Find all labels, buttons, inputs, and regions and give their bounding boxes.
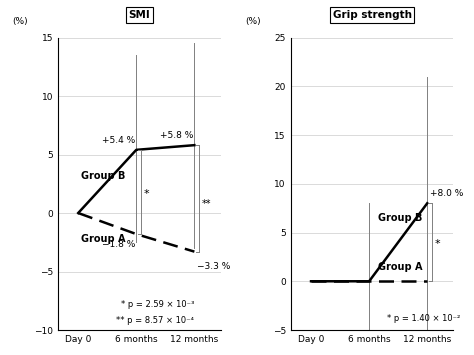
Text: −3.3 %: −3.3 % (197, 262, 231, 271)
Text: SMI: SMI (128, 10, 150, 20)
Text: Group B: Group B (81, 171, 126, 181)
Text: +5.4 %: +5.4 % (102, 136, 135, 145)
Text: (%): (%) (12, 17, 28, 26)
Text: (%): (%) (245, 17, 261, 26)
Text: Grip strength: Grip strength (333, 10, 411, 20)
Text: * p = 1.40 × 10⁻²: * p = 1.40 × 10⁻² (387, 314, 460, 323)
Text: * p = 2.59 × 10⁻³: * p = 2.59 × 10⁻³ (121, 300, 194, 309)
Text: *: * (435, 239, 440, 249)
Text: Group B: Group B (378, 213, 422, 223)
Text: +5.8 %: +5.8 % (160, 131, 193, 141)
Text: **: ** (202, 199, 211, 209)
Text: Group A: Group A (81, 234, 126, 244)
Text: *: * (144, 189, 149, 199)
Text: +8.0 %: +8.0 % (430, 190, 464, 198)
Text: Group A: Group A (378, 262, 422, 272)
Text: ** p = 8.57 × 10⁻⁴: ** p = 8.57 × 10⁻⁴ (117, 316, 194, 325)
Text: −1.8 %: −1.8 % (102, 240, 135, 249)
